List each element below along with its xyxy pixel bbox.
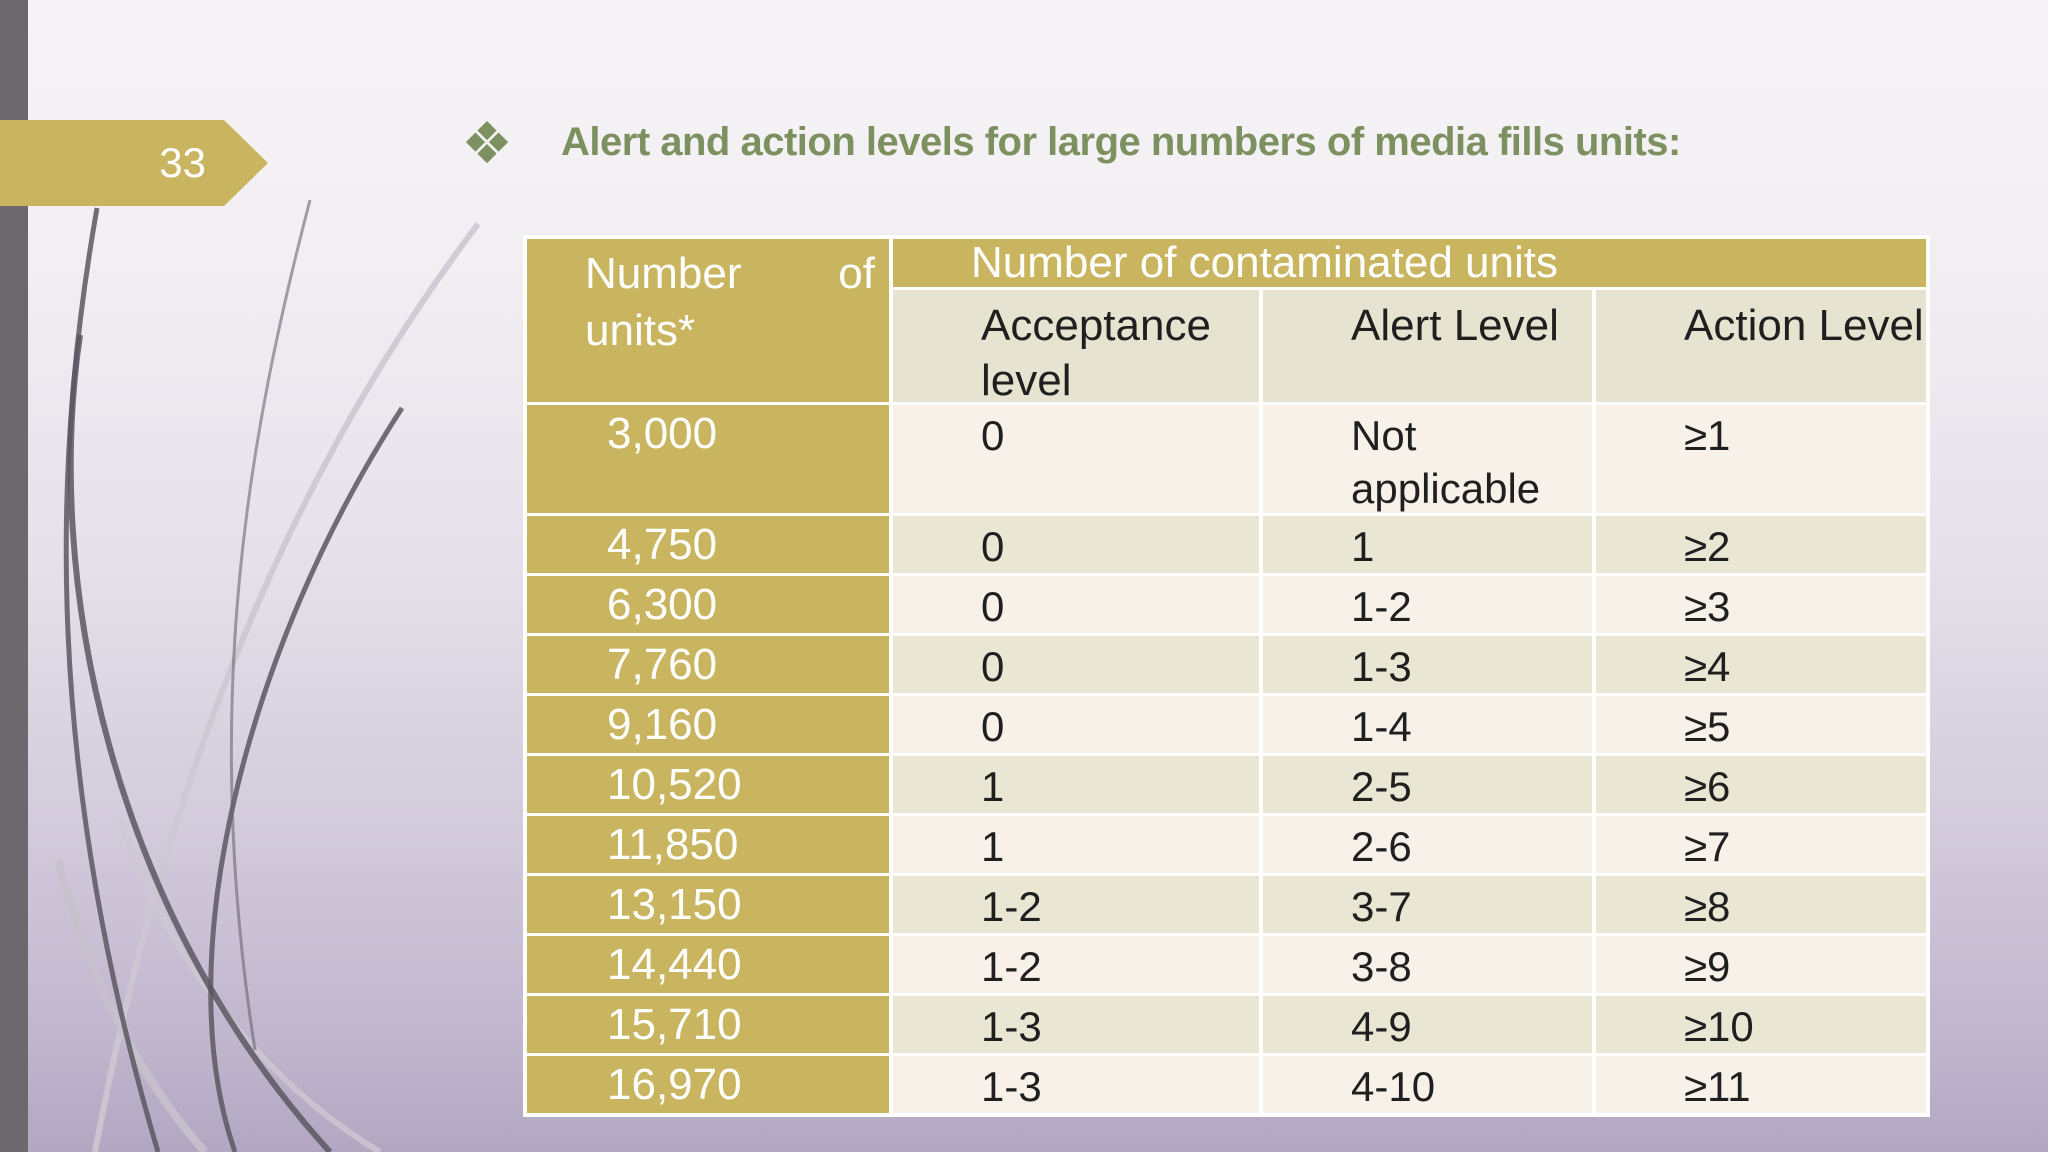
action-level-cell: ≥5 <box>1596 696 1926 753</box>
action-level-cell: ≥10 <box>1596 996 1926 1053</box>
acceptance-level-cell: 0 <box>893 576 1259 633</box>
units-cell: 16,970 <box>527 1056 889 1113</box>
acceptance-level-cell: 1-3 <box>893 996 1259 1053</box>
alert-level-cell: 1-4 <box>1263 696 1592 753</box>
title-row: Alert and action levels for large number… <box>463 116 1681 168</box>
units-cell: 4,750 <box>527 516 889 573</box>
alert-level-cell: 1 <box>1263 516 1592 573</box>
action-level-cell: ≥4 <box>1596 636 1926 693</box>
acceptance-level-cell: 0 <box>893 636 1259 693</box>
acceptance-level-cell: 0 <box>893 405 1259 513</box>
units-cell: 14,440 <box>527 936 889 993</box>
units-header-line2: units* <box>585 306 696 356</box>
units-table: Number of units* Number of contaminated … <box>523 235 1930 1117</box>
alert-level-cell: 4-10 <box>1263 1056 1592 1113</box>
alert-level-cell: 1-3 <box>1263 636 1592 693</box>
acceptance-level-cell: 0 <box>893 516 1259 573</box>
alert-level-cell: 4-9 <box>1263 996 1592 1053</box>
page-number: 33 <box>159 139 206 186</box>
units-cell: 6,300 <box>527 576 889 633</box>
units-cell: 7,760 <box>527 636 889 693</box>
action-level-cell: ≥1 <box>1596 405 1926 513</box>
acceptance-level-cell: 1 <box>893 816 1259 873</box>
alert-level-cell: Not applicable <box>1263 405 1592 513</box>
acceptance-level-cell: 1-2 <box>893 936 1259 993</box>
units-cell: 3,000 <box>527 405 889 513</box>
alert-level-cell: 3-8 <box>1263 936 1592 993</box>
acceptance-level-cell: 1-3 <box>893 1056 1259 1113</box>
units-cell: 13,150 <box>527 876 889 933</box>
contaminated-units-group-header: Number of contaminated units <box>893 239 1926 287</box>
acceptance-level-cell: 1 <box>893 756 1259 813</box>
units-header-line1: Number of <box>585 249 875 298</box>
acceptance-level-cell: 1-2 <box>893 876 1259 933</box>
subheader-acceptance-level: Acceptance level <box>893 290 1259 402</box>
banner-arrow-shape <box>0 120 268 206</box>
units-cell: 10,520 <box>527 756 889 813</box>
alert-level-cell: 3-7 <box>1263 876 1592 933</box>
action-level-cell: ≥6 <box>1596 756 1926 813</box>
alert-level-cell: 2-5 <box>1263 756 1592 813</box>
action-level-cell: ≥2 <box>1596 516 1926 573</box>
action-level-cell: ≥7 <box>1596 816 1926 873</box>
units-cell: 15,710 <box>527 996 889 1053</box>
subheader-alert-level: Alert Level <box>1263 290 1592 402</box>
units-cell: 11,850 <box>527 816 889 873</box>
action-level-cell: ≥3 <box>1596 576 1926 633</box>
units-cell: 9,160 <box>527 696 889 753</box>
action-level-cell: ≥8 <box>1596 876 1926 933</box>
units-column-header: Number of units* <box>527 239 889 402</box>
alert-level-cell: 2-6 <box>1263 816 1592 873</box>
slide-title: Alert and action levels for large number… <box>561 120 1681 164</box>
page-number-banner: 33 <box>0 120 268 206</box>
alert-level-cell: 1-2 <box>1263 576 1592 633</box>
action-level-cell: ≥9 <box>1596 936 1926 993</box>
action-level-cell: ≥11 <box>1596 1056 1926 1113</box>
subheader-action-level: Action Level <box>1596 290 1926 402</box>
four-diamonds-bullet-icon <box>465 120 509 164</box>
acceptance-level-cell: 0 <box>893 696 1259 753</box>
